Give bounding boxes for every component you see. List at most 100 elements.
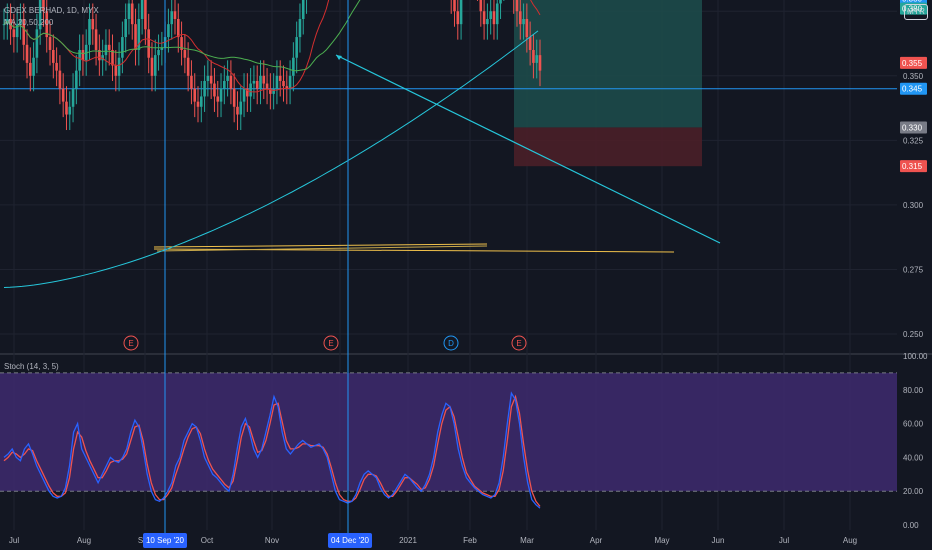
candle-body	[25, 44, 29, 63]
candle-body	[196, 101, 200, 107]
x-tick-label: Jun	[712, 536, 725, 545]
candle-body	[114, 65, 118, 76]
candle-body	[232, 88, 236, 107]
stoch-tick-label: 100.00	[903, 352, 928, 361]
x-tick-label: May	[654, 536, 669, 545]
candle-body	[137, 18, 141, 50]
x-tick-label: Mar	[520, 536, 534, 545]
candle-body	[288, 75, 292, 89]
candle-body	[12, 29, 16, 38]
candle-body	[252, 80, 256, 84]
candle-body	[453, 0, 456, 12]
candle-body	[42, 0, 45, 12]
candle-body	[78, 49, 81, 71]
candle-body	[22, 18, 26, 45]
candle-body	[127, 3, 131, 19]
candle-body	[528, 37, 532, 50]
stoch-band	[0, 372, 897, 492]
earnings-marker	[123, 335, 139, 351]
candle-body	[219, 88, 223, 102]
stoch-tick-label: 0.00	[903, 521, 919, 530]
crosshair-date-label: 04 Dec '20	[331, 536, 370, 545]
yellow-support-line	[153, 243, 488, 248]
earnings-marker-label: E	[128, 339, 133, 348]
candle-body	[88, 18, 91, 45]
candle-body	[170, 11, 174, 25]
candle-body	[121, 37, 124, 58]
stoch-k-line	[3, 391, 541, 509]
earnings-marker	[511, 335, 527, 351]
candle-body	[75, 70, 78, 89]
price-tag-label: 0.380	[902, 0, 923, 3]
candle-body	[173, 11, 177, 19]
candle-body	[91, 18, 95, 30]
ma-legend: MA 20,50,200	[4, 18, 54, 27]
candle-body	[242, 88, 246, 102]
candle-body	[48, 37, 52, 50]
stoch-tick-label: 40.00	[903, 453, 924, 462]
candle-body	[265, 83, 269, 89]
price-tag-bg	[900, 82, 927, 95]
candle-body	[190, 75, 193, 89]
candle-body	[167, 24, 170, 38]
candle-body	[459, 0, 463, 25]
candle-body	[295, 37, 298, 58]
candle-body	[160, 47, 164, 50]
candle-body	[144, 0, 147, 30]
candle-body	[94, 29, 98, 50]
candle-body	[269, 88, 272, 94]
candle-body	[124, 18, 127, 38]
candle-body	[157, 49, 160, 56]
candle-body	[183, 49, 187, 58]
earnings-marker	[443, 335, 459, 351]
candle-body	[499, 0, 502, 4]
stoch-tick-label: 80.00	[903, 386, 924, 395]
candle-body	[15, 24, 19, 38]
price-tag-bg	[900, 56, 927, 69]
candle-body	[111, 49, 114, 66]
trendline	[335, 54, 721, 244]
candle-body	[58, 70, 62, 89]
earnings-marker	[323, 335, 339, 351]
ma20-line	[20, 0, 541, 93]
price-tag-label: 0.315	[902, 162, 923, 171]
candle-body	[482, 11, 486, 25]
candle-body	[65, 101, 68, 115]
long-loss-zone	[514, 127, 702, 167]
candle-body	[107, 44, 111, 50]
y-tick-label: 0.250	[903, 330, 924, 339]
candle-body	[213, 83, 216, 97]
candle-body	[55, 62, 58, 71]
candle-body	[246, 88, 249, 97]
candle-body	[19, 18, 22, 25]
y-tick-label: 0.350	[903, 72, 924, 81]
candle-body	[45, 11, 49, 38]
y-tick-label: 0.300	[903, 201, 924, 210]
price-tag-bg	[900, 121, 927, 134]
candle-body	[301, 0, 305, 19]
candle-body	[98, 49, 101, 61]
candle-body	[298, 18, 302, 38]
currency-button[interactable]: MYR	[904, 4, 928, 20]
candle-body	[538, 55, 542, 71]
candle-body	[176, 18, 180, 38]
candle-body	[35, 29, 39, 58]
candle-body	[272, 88, 275, 94]
candle-body	[229, 75, 233, 89]
crosshair-date-bg	[143, 533, 187, 548]
candle-body	[52, 49, 55, 63]
price-tag-label: 0.380	[902, 5, 923, 14]
candle-body	[518, 11, 522, 25]
candle-body	[259, 75, 262, 89]
candle-body	[479, 0, 483, 12]
candle-body	[278, 75, 282, 81]
candle-body	[134, 24, 137, 50]
candle-body	[525, 18, 529, 38]
candle-body	[203, 80, 206, 97]
candle-body	[101, 55, 104, 61]
x-tick-label: Jul	[779, 536, 789, 545]
candle-body	[130, 3, 134, 25]
price-tag-label: 0.330	[902, 123, 923, 132]
stoch-tick-label: 20.00	[903, 487, 924, 496]
